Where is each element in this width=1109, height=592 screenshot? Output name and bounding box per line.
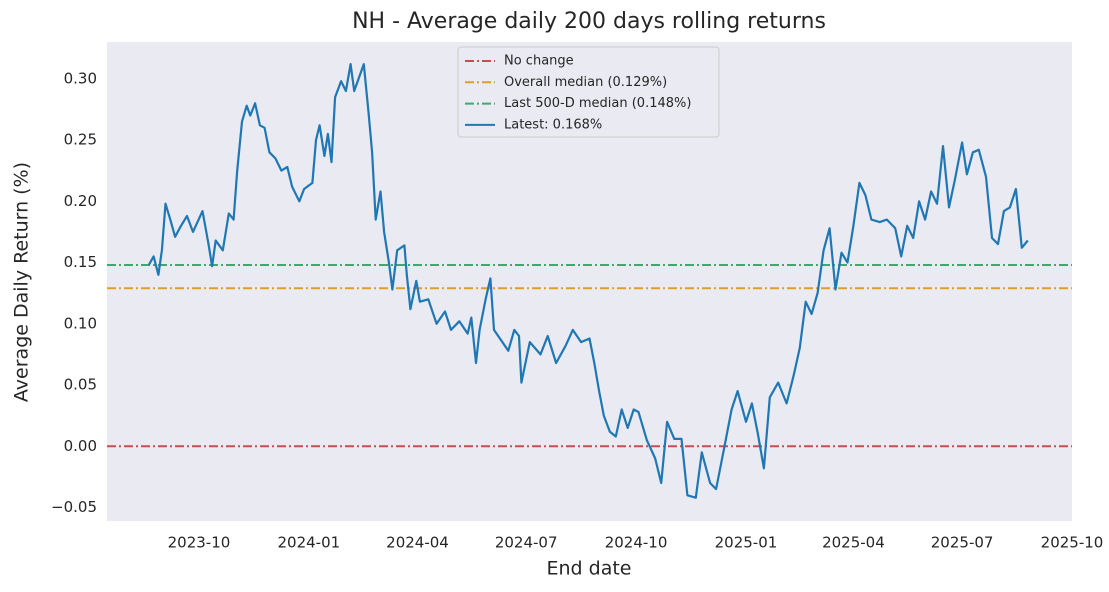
x-axis-label: End date (547, 558, 632, 580)
plot (107, 62, 1072, 499)
x-tick-label: 2025-04 (822, 534, 885, 552)
data-line (147, 62, 1029, 499)
chart-title: NH - Average daily 200 days rolling retu… (352, 9, 826, 34)
y-tick-label: 0.25 (64, 131, 97, 149)
x-tick-label: 2025-01 (715, 534, 778, 552)
x-tick-label: 2024-04 (386, 534, 449, 552)
y-tick-label: 0.00 (64, 437, 97, 455)
y-tick-label: 0.15 (64, 253, 97, 271)
x-tick-label: 2023-10 (168, 534, 231, 552)
x-tick-label: 2024-10 (605, 534, 668, 552)
y-tick-label: 0.20 (64, 192, 97, 210)
x-tick-label: 2025-10 (1041, 534, 1104, 552)
legend-label: No change (504, 54, 574, 69)
x-tick-label: 2024-01 (277, 534, 340, 552)
x-tick-label: 2024-07 (495, 534, 558, 552)
y-tick-label: 0.05 (64, 376, 97, 394)
y-tick-label: 0.30 (64, 69, 97, 87)
legend-box (457, 46, 720, 138)
y-tick-label: 0.10 (64, 314, 97, 332)
y-tick-label: −0.05 (51, 498, 97, 516)
y-axis-label: Average Daily Return (%) (11, 162, 33, 402)
legend-label: Last 500-D median (0.148%) (504, 96, 691, 111)
legend: No change Overall median (0.129%) Last 500… (457, 46, 720, 138)
legend-label: Overall median (0.129%) (504, 75, 667, 90)
x-tick-label: 2025-07 (931, 534, 994, 552)
legend-label: Latest: 0.168% (504, 117, 602, 132)
